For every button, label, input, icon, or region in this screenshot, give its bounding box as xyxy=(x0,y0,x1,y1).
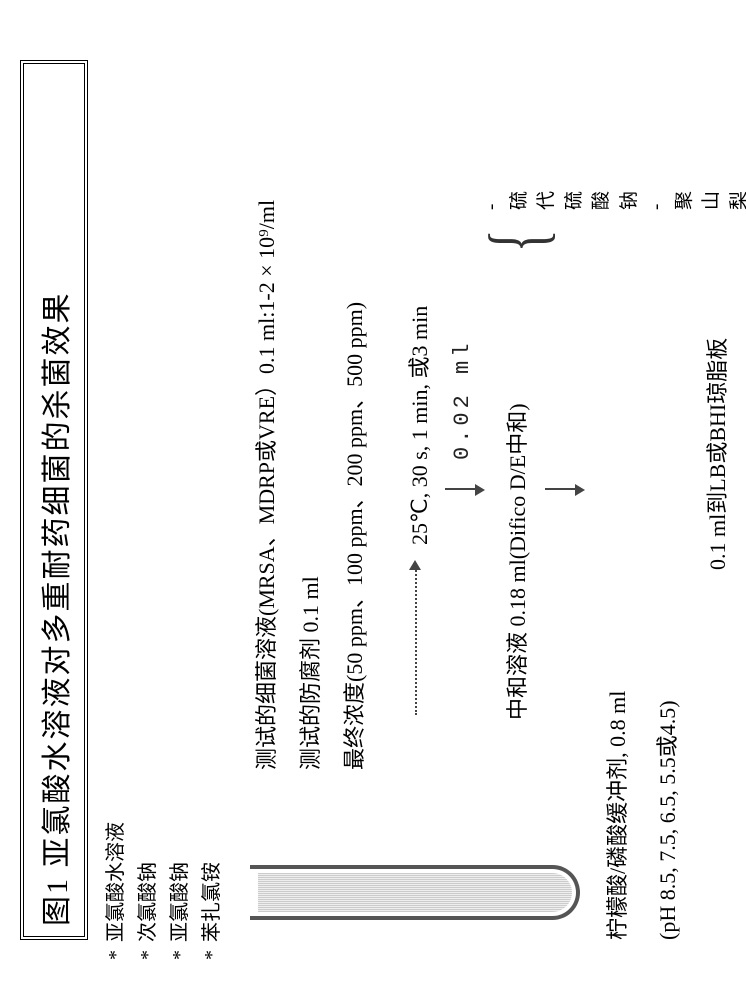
test-tube xyxy=(250,865,590,920)
bullet-item: 苯扎氯铵 xyxy=(196,862,228,942)
transfer-arrow-2 xyxy=(545,488,575,490)
bullet-ast: * xyxy=(132,942,164,960)
ph-line: (pH 8.5, 7.5, 6.5, 5.5或4.5) xyxy=(650,700,682,940)
transfer-arrow-2-head xyxy=(575,484,585,496)
incubate-arrow xyxy=(415,570,417,715)
bullet-ast: * xyxy=(196,942,228,960)
figure-title: 图1 亚氯酸水溶液对多重耐药细菌的杀菌效果 xyxy=(20,60,88,940)
bacteria-line: 测试的细菌溶液(MRSA、MDRP或VRE）0.1 ml:1-2 × 10⁹/m… xyxy=(245,10,289,770)
bullet-item: 亚氯酸水溶液 xyxy=(100,822,132,942)
neutral-solution: 中和溶液 0.18 ml(Difico D/E中和) xyxy=(500,403,532,720)
neutral-components: -硫代硫酸钠 -聚山梨酯80 -卵磷脂 xyxy=(478,191,746,210)
bullet-ast: * xyxy=(100,942,132,960)
figure-title-text: 图1 亚氯酸水溶液对多重耐药细菌的杀菌效果 xyxy=(41,292,74,927)
transfer-arrow-1-head xyxy=(475,484,485,496)
bullet-item: 次氯酸钠 xyxy=(132,862,164,942)
neutral-comp-item: -聚山梨酯80 xyxy=(643,191,746,210)
brace-icon: { xyxy=(482,229,554,252)
plating-line: 0.1 ml到LB或BHI琼脂板 xyxy=(700,338,732,570)
buffer-line: 柠檬酸/磷酸缓冲剂, 0.8 ml xyxy=(600,691,632,940)
protocol-block: 测试的细菌溶液(MRSA、MDRP或VRE）0.1 ml:1-2 × 10⁹/m… xyxy=(245,10,377,770)
preservative-line: 测试的防腐剂 0.1 ml xyxy=(289,10,333,770)
neutral-comp-item: -硫代硫酸钠 xyxy=(478,191,643,210)
incubate-arrow-head xyxy=(409,560,421,570)
bullet-ast: * xyxy=(164,942,196,960)
antiseptic-list: *亚氯酸水溶液 *次氯酸钠 *亚氯酸钠 *苯扎氯铵 xyxy=(100,822,228,960)
transfer-arrow-1 xyxy=(445,488,475,490)
incubate-condition: 25℃, 30 s, 1 min, 或3 min xyxy=(402,306,434,545)
bullet-item: 亚氯酸钠 xyxy=(164,862,196,942)
concentration-line: 最终浓度(50 ppm、100 ppm、200 ppm、500 ppm) xyxy=(333,10,377,770)
transfer-volume: 0.02 ml xyxy=(450,340,475,460)
tube-fill xyxy=(258,873,572,912)
